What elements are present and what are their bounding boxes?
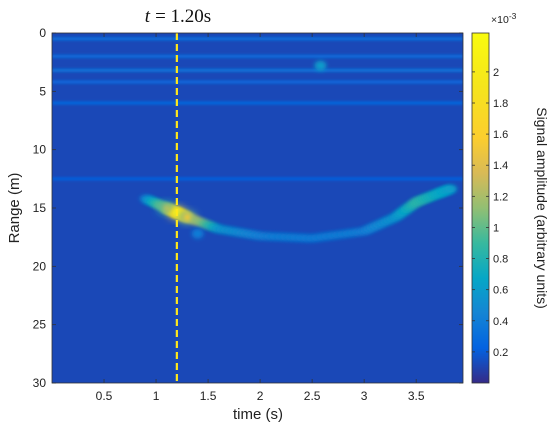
x-tick-label: 3	[361, 389, 368, 403]
x-axis-ticks: 0.5 1 1.5 2 2.5 3 3.5	[96, 33, 425, 403]
track-peak	[162, 204, 171, 212]
range-band	[52, 68, 463, 72]
y-axis-ticks: 0 5 10 15 20 25 30	[33, 26, 463, 390]
x-tick-label: 3.5	[408, 389, 425, 403]
colorbar-tick-label: 1	[493, 222, 499, 234]
track-peak	[183, 213, 192, 222]
heatmap-background	[52, 33, 463, 383]
y-tick-label: 20	[33, 259, 47, 273]
range-band	[52, 80, 463, 84]
colorbar-tick-label: 1.4	[493, 160, 508, 172]
heatmap-plot	[52, 33, 463, 383]
range-band	[52, 177, 463, 181]
x-tick-label: 1.5	[200, 389, 217, 403]
target-track	[139, 185, 458, 242]
y-tick-label: 25	[33, 318, 47, 332]
chart-title-italic: t	[145, 6, 151, 27]
colorbar-exponent-power: -3	[509, 11, 517, 21]
y-tick-label: 10	[33, 143, 47, 157]
heatmap-feature	[314, 60, 327, 71]
colorbar-ticks: 0.2 0.4 0.6 0.8 1 1.2 1.4 1.6 1.8 2	[472, 67, 508, 359]
colorbar-tick-label: 0.6	[493, 285, 508, 297]
range-band	[52, 101, 463, 105]
y-tick-label: 30	[33, 376, 47, 390]
colorbar-tick-label: 1.2	[493, 191, 508, 203]
horizontal-bands	[52, 37, 463, 181]
range-band	[52, 54, 463, 58]
colorbar	[471, 32, 490, 384]
y-tick-label: 0	[39, 26, 46, 40]
track-segment	[445, 185, 458, 193]
colorbar-tick-label: 0.8	[493, 254, 508, 266]
colorbar-label: Signal amplitude (arbitrary units)	[534, 107, 550, 309]
heatmap-features	[191, 60, 327, 239]
x-tick-label: 2.5	[304, 389, 321, 403]
chart-title: t = 1.20s	[145, 6, 211, 27]
heatmap-feature	[191, 228, 204, 239]
colorbar-tick-label: 0.2	[493, 347, 508, 359]
range-band	[52, 37, 463, 41]
x-tick-label: 0.5	[96, 389, 113, 403]
colorbar-exponent-base: ×10	[491, 14, 509, 26]
x-tick-label: 1	[153, 389, 160, 403]
colorbar-tick-label: 0.4	[493, 316, 508, 328]
y-tick-label: 15	[33, 201, 47, 215]
x-tick-label: 2	[257, 389, 264, 403]
y-tick-label: 5	[39, 84, 46, 98]
chart-title-rest: = 1.20s	[155, 6, 211, 27]
colorbar-tick-label: 1.8	[493, 98, 508, 110]
colorbar-tick-label: 2	[493, 67, 499, 79]
y-axis-label: Range (m)	[6, 173, 23, 244]
x-axis-label: time (s)	[233, 406, 283, 423]
colorbar-exponent: ×10-3	[491, 11, 517, 26]
colorbar-tick-label: 1.6	[493, 129, 508, 141]
